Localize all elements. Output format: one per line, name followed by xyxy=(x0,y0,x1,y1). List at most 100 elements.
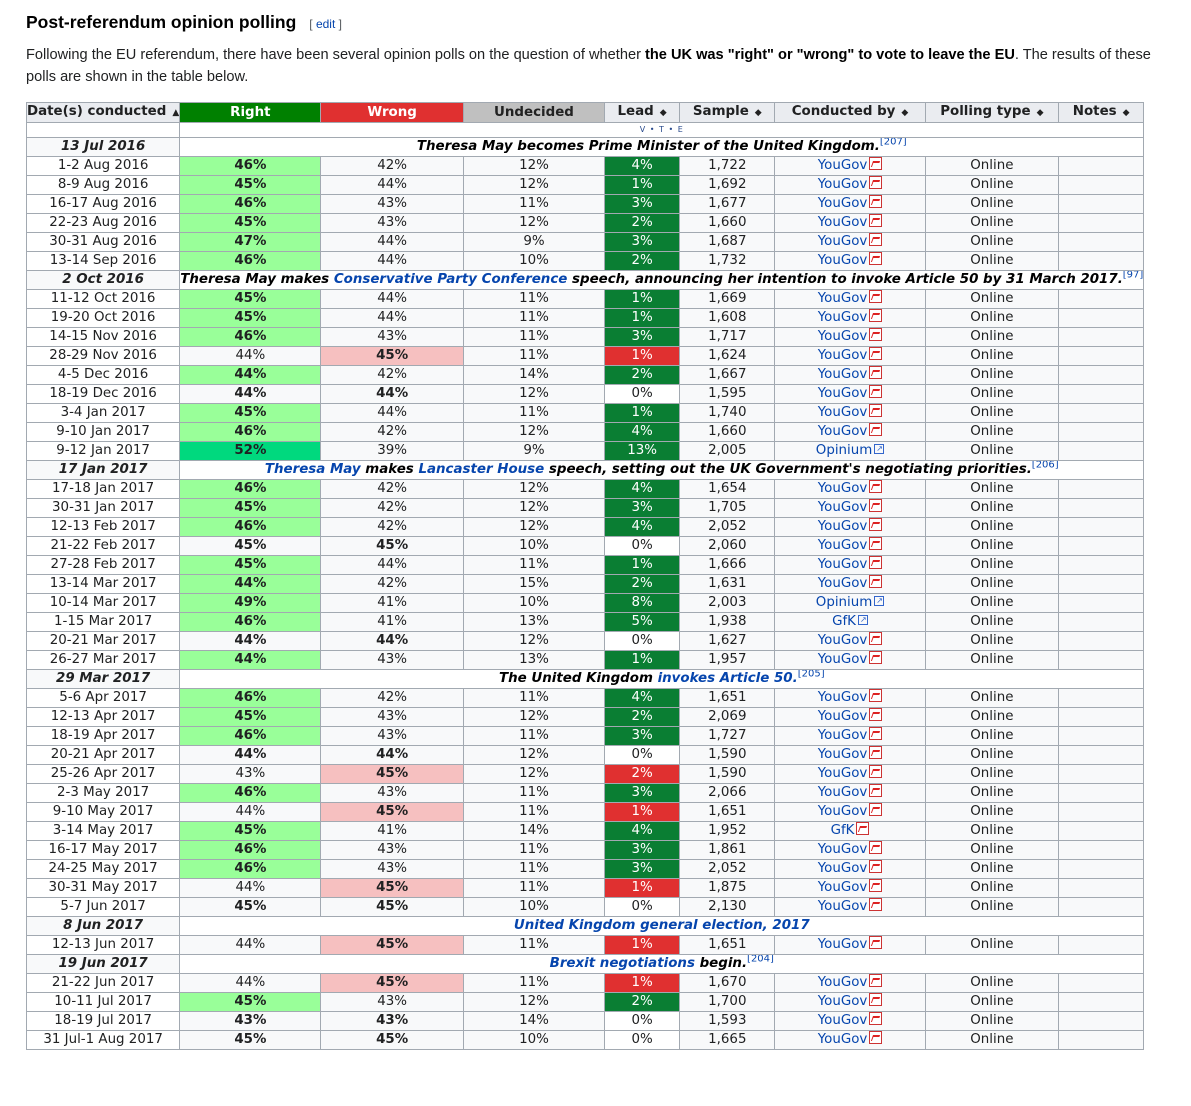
pdf-icon[interactable] xyxy=(869,252,883,265)
pollster-link[interactable]: YouGov xyxy=(817,728,868,743)
pdf-icon[interactable] xyxy=(869,423,883,436)
pdf-icon[interactable] xyxy=(869,556,883,569)
sort-icon[interactable]: ◆ xyxy=(1036,108,1044,118)
pollster-link[interactable]: YouGov xyxy=(817,310,868,325)
pollster-link[interactable]: Opinium xyxy=(815,443,873,458)
sort-asc-icon[interactable]: ▲ xyxy=(172,108,180,118)
pollster-link[interactable]: YouGov xyxy=(817,481,868,496)
sort-icon[interactable]: ◆ xyxy=(659,108,667,118)
sort-icon[interactable]: ◆ xyxy=(754,108,762,118)
pdf-icon[interactable] xyxy=(869,1031,883,1044)
pdf-icon[interactable] xyxy=(869,974,883,987)
pdf-icon[interactable] xyxy=(869,708,883,721)
pollster-link[interactable]: YouGov xyxy=(817,196,868,211)
pollster-link[interactable]: YouGov xyxy=(817,234,868,249)
pollster-link[interactable]: YouGov xyxy=(817,804,868,819)
pdf-icon[interactable] xyxy=(869,214,883,227)
col-header-conducted-by[interactable]: Conducted by ◆ xyxy=(774,102,926,123)
pdf-icon[interactable] xyxy=(856,822,870,835)
event-link[interactable]: Theresa May xyxy=(264,462,361,477)
edit-link[interactable]: edit xyxy=(315,17,336,31)
event-link[interactable]: United Kingdom general election, 2017 xyxy=(513,918,810,933)
event-link[interactable]: invokes Article 50. xyxy=(657,671,798,686)
pdf-icon[interactable] xyxy=(869,385,883,398)
reference-link[interactable]: [206] xyxy=(1031,460,1059,471)
pdf-icon[interactable] xyxy=(869,936,883,949)
col-header-undecided[interactable]: Undecided xyxy=(462,102,606,123)
pdf-icon[interactable] xyxy=(869,195,883,208)
reference-link[interactable]: [97] xyxy=(1122,270,1144,281)
pollster-link[interactable]: YouGov xyxy=(817,690,868,705)
pdf-icon[interactable] xyxy=(869,1012,883,1025)
pollster-link[interactable]: GfK xyxy=(832,614,856,629)
pdf-icon[interactable] xyxy=(869,746,883,759)
pdf-icon[interactable] xyxy=(869,632,883,645)
event-link[interactable]: Conservative Party Conference xyxy=(333,272,568,287)
pollster-link[interactable]: YouGov xyxy=(817,975,868,990)
pollster-link[interactable]: YouGov xyxy=(817,538,868,553)
event-link[interactable]: Lancaster House xyxy=(418,462,545,477)
pdf-icon[interactable] xyxy=(869,290,883,303)
pdf-icon[interactable] xyxy=(869,879,883,892)
pdf-icon[interactable] xyxy=(869,689,883,702)
pdf-icon[interactable] xyxy=(869,898,883,911)
reference-link[interactable]: [204] xyxy=(747,954,774,965)
pdf-icon[interactable] xyxy=(869,803,883,816)
pollster-link[interactable]: YouGov xyxy=(817,766,868,781)
external-link-icon[interactable] xyxy=(874,443,885,458)
pollster-link[interactable]: YouGov xyxy=(817,405,868,420)
pollster-link[interactable]: YouGov xyxy=(817,386,868,401)
pollster-link[interactable]: YouGov xyxy=(817,253,868,268)
pollster-link[interactable]: YouGov xyxy=(817,519,868,534)
pdf-icon[interactable] xyxy=(869,366,883,379)
pdf-icon[interactable] xyxy=(869,328,883,341)
col-header-right[interactable]: Right xyxy=(179,102,322,123)
pollster-link[interactable]: YouGov xyxy=(817,424,868,439)
reference-link[interactable]: [205] xyxy=(797,669,825,680)
pdf-icon[interactable] xyxy=(869,993,883,1006)
external-link-icon[interactable] xyxy=(857,614,868,629)
pollster-link[interactable]: YouGov xyxy=(817,861,868,876)
pollster-link[interactable]: GfK xyxy=(830,823,855,838)
pollster-link[interactable]: YouGov xyxy=(817,348,868,363)
pdf-icon[interactable] xyxy=(869,404,883,417)
pollster-link[interactable]: YouGov xyxy=(817,215,868,230)
pollster-link[interactable]: YouGov xyxy=(817,576,868,591)
pdf-icon[interactable] xyxy=(869,537,883,550)
pollster-link[interactable]: YouGov xyxy=(817,1032,868,1047)
pdf-icon[interactable] xyxy=(869,233,883,246)
pollster-link[interactable]: YouGov xyxy=(817,652,868,667)
pollster-link[interactable]: YouGov xyxy=(817,747,868,762)
pdf-icon[interactable] xyxy=(869,499,883,512)
pollster-link[interactable]: YouGov xyxy=(817,158,868,173)
pdf-icon[interactable] xyxy=(869,841,883,854)
pdf-icon[interactable] xyxy=(869,860,883,873)
external-link-icon[interactable] xyxy=(874,595,885,610)
sort-icon[interactable]: ◆ xyxy=(901,108,909,118)
pollster-link[interactable]: YouGov xyxy=(817,880,868,895)
col-header-lead[interactable]: Lead ◆ xyxy=(604,102,681,123)
pollster-link[interactable]: YouGov xyxy=(817,291,868,306)
pdf-icon[interactable] xyxy=(869,575,883,588)
event-link[interactable]: Brexit negotiations xyxy=(549,956,695,971)
reference-link[interactable]: [207] xyxy=(879,137,907,148)
pollster-link[interactable]: YouGov xyxy=(817,1013,868,1028)
pollster-link[interactable]: Opinium xyxy=(815,595,873,610)
pollster-link[interactable]: YouGov xyxy=(817,177,868,192)
col-header-date[interactable]: Date(s) conducted ▲ xyxy=(25,102,181,123)
pollster-link[interactable]: YouGov xyxy=(817,329,868,344)
col-header-wrong[interactable]: Wrong xyxy=(320,102,464,123)
pollster-link[interactable]: YouGov xyxy=(817,557,868,572)
pollster-link[interactable]: YouGov xyxy=(817,994,868,1009)
pollster-link[interactable]: YouGov xyxy=(817,709,868,724)
sort-icon[interactable]: ◆ xyxy=(1122,108,1130,118)
pollster-link[interactable]: YouGov xyxy=(817,842,868,857)
pdf-icon[interactable] xyxy=(869,518,883,531)
col-header-sample[interactable]: Sample ◆ xyxy=(679,102,776,123)
pdf-icon[interactable] xyxy=(869,480,883,493)
pollster-link[interactable]: YouGov xyxy=(817,785,868,800)
pdf-icon[interactable] xyxy=(869,784,883,797)
pollster-link[interactable]: YouGov xyxy=(817,500,868,515)
pdf-icon[interactable] xyxy=(869,309,883,322)
pdf-icon[interactable] xyxy=(869,347,883,360)
